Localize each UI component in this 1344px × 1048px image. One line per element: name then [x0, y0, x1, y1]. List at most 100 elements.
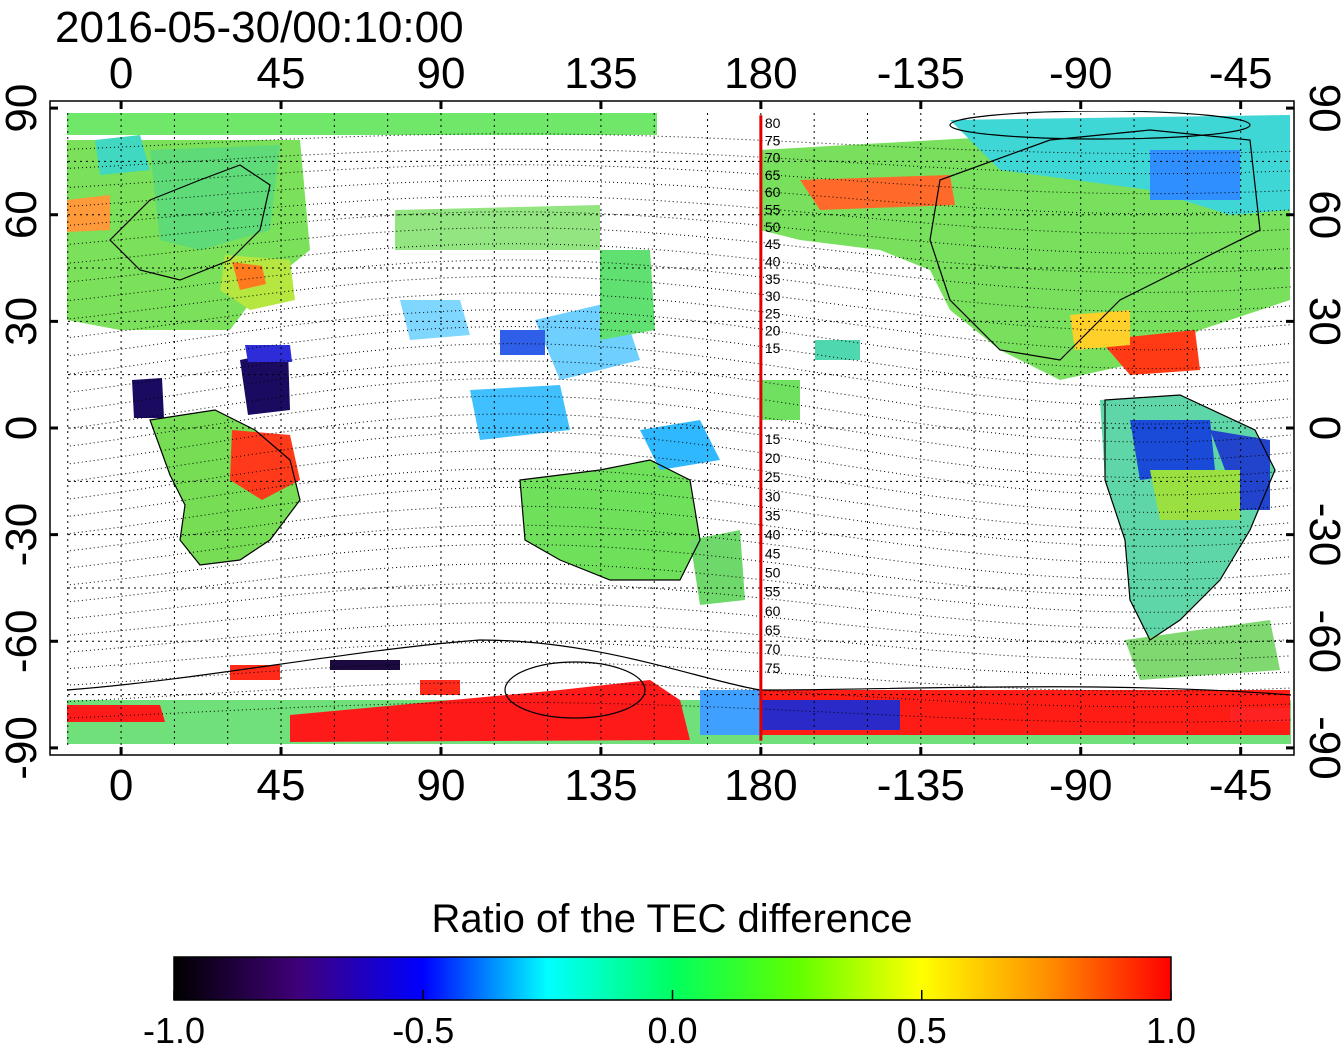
magnetic-contour: [67, 211, 1291, 254]
magnetic-contour: [67, 259, 1291, 313]
right-latitude-label: 30: [1300, 297, 1344, 346]
north-contour-label: 25: [765, 305, 781, 321]
magnetic-contour: [67, 563, 1291, 613]
left-latitude-label: 60: [0, 190, 46, 239]
magnetic-contour: [67, 227, 1291, 274]
right-tick-mark: [1286, 319, 1294, 323]
north-contour-label: 70: [765, 150, 781, 166]
magnetic-contour: [67, 524, 1291, 581]
left-latitude-label: -30: [0, 503, 46, 567]
right-tick-mark: [1286, 533, 1294, 537]
left-tick-mark: [50, 533, 58, 537]
left-latitude-label: 0: [0, 416, 46, 440]
magnetic-contour: [67, 582, 1291, 629]
south-contour-label: 45: [765, 546, 781, 562]
left-tick-mark: [50, 426, 58, 430]
bottom-tick-mark: [279, 747, 283, 755]
magnetic-contour: [67, 621, 1291, 661]
right-tick-mark: [1286, 639, 1294, 643]
north-contour-label: 50: [765, 219, 781, 235]
bottom-longitude-label: 180: [724, 761, 797, 810]
left-tick-mark: [50, 106, 58, 110]
south-contour-label: 75: [765, 660, 781, 676]
left-latitude-label: -90: [0, 716, 46, 780]
bottom-tick-mark: [759, 747, 763, 755]
left-tick-mark: [50, 746, 58, 750]
colorbar-tick-label: 0.0: [647, 1010, 697, 1048]
south-contour-label: 60: [765, 603, 781, 619]
magnetic-contour: [67, 602, 1291, 645]
left-tick-mark: [50, 213, 58, 217]
right-latitude-label: -30: [1300, 503, 1344, 567]
right-tick-mark: [1286, 746, 1294, 750]
south-contour-label: 15: [765, 431, 781, 447]
right-latitude-label: 0: [1300, 416, 1344, 440]
north-contour-label: 60: [765, 184, 781, 200]
bottom-tick-mark: [119, 747, 123, 755]
colorbar-tick-label: -0.5: [392, 1010, 454, 1048]
right-latitude-label: -60: [1300, 610, 1344, 674]
left-tick-mark: [50, 319, 58, 323]
south-contour-label: 65: [765, 622, 781, 638]
graticule: [67, 111, 1291, 746]
top-longitude-label: -45: [1209, 49, 1273, 98]
top-longitude-axis: 0 45 90 135 180 -135 -90 -45: [109, 49, 1273, 109]
right-tick-mark: [1286, 213, 1294, 217]
north-contour-label: 45: [765, 236, 781, 252]
top-longitude-label: 0: [109, 49, 133, 98]
north-contour-label: 30: [765, 288, 781, 304]
top-tick-mark: [1079, 101, 1083, 109]
south-contour-label: 70: [765, 641, 781, 657]
top-tick-mark: [1239, 101, 1243, 109]
map-title: 2016-05-30/00:10:00: [55, 3, 464, 52]
top-longitude-label: -90: [1049, 49, 1113, 98]
left-latitude-label: 90: [0, 84, 46, 133]
bottom-tick-mark: [439, 747, 443, 755]
north-contour-label: 65: [765, 167, 781, 183]
top-longitude-label: 45: [257, 49, 306, 98]
bottom-tick-mark: [1239, 747, 1243, 755]
colorbar-tick-label: 1.0: [1146, 1010, 1196, 1048]
bottom-longitude-label: 45: [257, 761, 306, 810]
south-contour-label: 30: [765, 488, 781, 504]
south-contour-label: 20: [765, 450, 781, 466]
south-contour-label: 25: [765, 469, 781, 485]
north-contour-label: 75: [765, 132, 781, 148]
colorbar-tick-label: 0.5: [897, 1010, 947, 1048]
bottom-tick-mark: [1079, 747, 1083, 755]
south-contour-label: 55: [765, 584, 781, 600]
magnetic-contour: [67, 243, 1291, 293]
north-contour-label: 15: [765, 340, 781, 356]
top-longitude-label: -135: [877, 49, 965, 98]
magnetic-contour: [67, 543, 1291, 597]
bottom-longitude-label: -135: [877, 761, 965, 810]
south-contour-label: 40: [765, 526, 781, 542]
magnetic-latitude-contours: [67, 133, 1291, 723]
top-longitude-label: 135: [564, 49, 637, 98]
south-contour-labels: 15 20 25 30 35 40 45 50 55 60 65 70 75: [765, 431, 781, 676]
north-contour-label: 40: [765, 254, 781, 270]
north-contour-label: 80: [765, 115, 781, 131]
south-contour-label: 50: [765, 565, 781, 581]
right-latitude-axis: 90 60 30 0 -30 -60 -90: [1286, 84, 1344, 780]
magnetic-contour: [67, 195, 1291, 235]
top-tick-mark: [599, 101, 603, 109]
tec-ratio-field: [67, 113, 1291, 744]
bottom-longitude-label: -45: [1209, 761, 1273, 810]
top-tick-mark: [119, 101, 123, 109]
bottom-longitude-label: 135: [564, 761, 637, 810]
bottom-tick-mark: [919, 747, 923, 755]
top-tick-mark: [439, 101, 443, 109]
right-latitude-label: -90: [1300, 716, 1344, 780]
left-tick-mark: [50, 639, 58, 643]
bottom-longitude-axis: 0 45 90 135 180 -135 -90 -45: [109, 747, 1273, 810]
left-latitude-label: -60: [0, 610, 46, 674]
left-latitude-axis: 90 60 30 0 -30 -60 -90: [0, 84, 58, 780]
north-contour-label: 20: [765, 323, 781, 339]
coastlines: [67, 111, 1291, 719]
south-contour-label: 35: [765, 507, 781, 523]
bottom-longitude-label: 0: [109, 761, 133, 810]
top-tick-mark: [279, 101, 283, 109]
